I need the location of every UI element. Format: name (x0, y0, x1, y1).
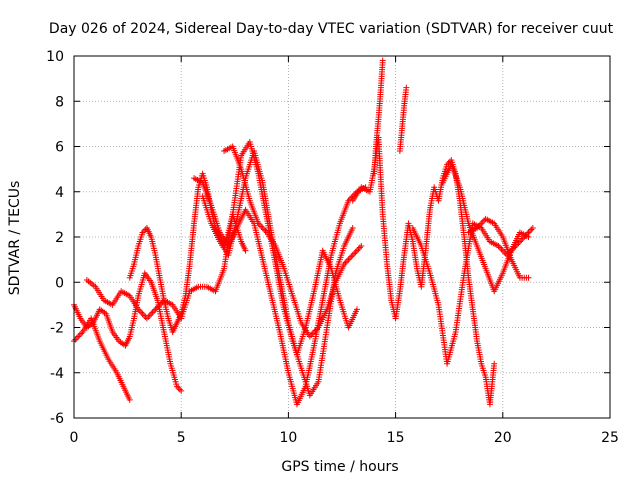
data-point (526, 227, 533, 234)
data-point (75, 333, 82, 340)
data-point (309, 330, 316, 337)
data-point (242, 247, 249, 254)
data-point (358, 243, 365, 250)
y-tick-label: 10 (46, 49, 64, 65)
y-tick-labels: -6 -4 -2 0 2 4 6 8 10 (46, 49, 64, 427)
data-point (136, 307, 143, 314)
data-point (356, 244, 363, 251)
y-tick-label: 2 (55, 230, 64, 246)
x-axis-title: GPS time / hours (281, 459, 398, 475)
y-tick-label: 8 (55, 94, 64, 110)
x-tick-label: 15 (387, 430, 405, 446)
data-point (499, 247, 506, 254)
data-point (354, 247, 361, 254)
data-point (352, 249, 359, 256)
data-point (348, 194, 355, 201)
data-point (126, 396, 133, 403)
series-track-l (409, 220, 536, 367)
series-track-h (221, 143, 365, 340)
data-point (78, 330, 85, 337)
data-point (178, 387, 185, 394)
axis-ticks (73, 55, 611, 419)
data-point (344, 258, 351, 265)
x-tick-label: 10 (279, 430, 297, 446)
data-point (346, 255, 353, 262)
series-track-j (371, 57, 386, 177)
data-point (379, 57, 386, 64)
data-point (351, 250, 358, 257)
data-point (355, 246, 362, 253)
y-tick-label: 6 (55, 140, 64, 156)
data-point (72, 336, 79, 343)
data-point (176, 386, 183, 393)
data-point (258, 223, 265, 230)
data-point (354, 306, 361, 313)
data-point (262, 227, 269, 234)
data-point (348, 253, 355, 260)
data-point (529, 224, 536, 231)
data-point (525, 274, 532, 281)
series-track-g (199, 148, 361, 358)
x-tick-label: 5 (177, 430, 186, 446)
data-point (518, 237, 525, 244)
series-track-a (71, 270, 185, 394)
x-tick-label: 20 (494, 430, 512, 446)
data-point (525, 234, 532, 240)
x-tick-labels: 0 5 10 15 20 25 (70, 430, 619, 446)
data-point (151, 307, 158, 314)
data-point (149, 309, 156, 316)
data-point (138, 309, 145, 316)
y-tick-label: -2 (50, 321, 64, 337)
data-point (498, 246, 505, 253)
data-point (349, 224, 356, 231)
x-tick-label: 0 (70, 430, 79, 446)
series-track-c (83, 276, 185, 322)
data-point (345, 256, 352, 263)
series-track-b (71, 315, 133, 403)
series-track-k (396, 84, 410, 155)
data-marks (71, 57, 536, 408)
y-tick-label: -4 (50, 366, 64, 382)
y-tick-label: 4 (55, 185, 64, 201)
data-point (141, 312, 148, 319)
data-point (148, 310, 155, 317)
data-point (76, 332, 83, 339)
data-point (259, 224, 266, 231)
data-point (145, 313, 152, 320)
data-point (146, 312, 153, 319)
data-point (403, 84, 410, 91)
x-tick-label: 25 (601, 430, 619, 446)
y-tick-label: -6 (50, 411, 64, 427)
data-point (261, 226, 268, 233)
data-point (349, 252, 356, 259)
series-track-d (126, 170, 249, 336)
chart-title: Day 026 of 2024, Sidereal Day-to-day VTE… (49, 21, 614, 37)
series-track-n (439, 161, 532, 295)
y-axis-title: SDTVAR / TECUs (7, 181, 23, 296)
data-point (73, 335, 80, 342)
data-point (528, 226, 535, 233)
series-track-i (349, 134, 498, 408)
data-point (491, 360, 498, 367)
y-tick-label: 0 (55, 275, 64, 291)
data-point (155, 303, 162, 310)
data-point (143, 315, 150, 322)
data-point (139, 310, 146, 317)
